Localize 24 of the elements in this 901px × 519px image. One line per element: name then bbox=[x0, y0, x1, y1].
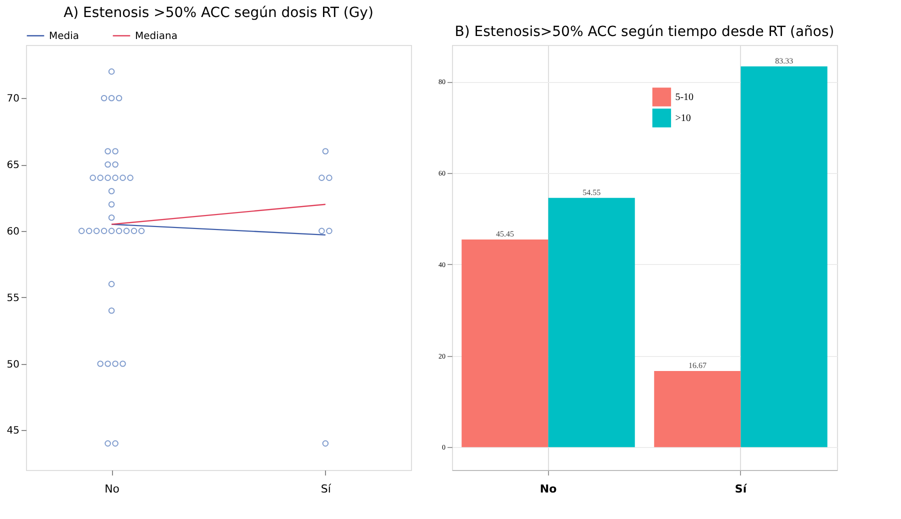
y-tick-label: 55 bbox=[6, 292, 20, 304]
y-tick-label: 50 bbox=[6, 359, 20, 370]
bar bbox=[740, 66, 828, 448]
legend-label: >10 bbox=[675, 113, 691, 124]
chart-title: B) Estenosis>50% ACC según tiempo desde RT (años) bbox=[454, 24, 834, 40]
legend-label: 5-10 bbox=[675, 92, 694, 103]
chart-title: A) Estenosis >50% ACC según dosis RT (Gy) bbox=[64, 5, 374, 21]
legend-label: Mediana bbox=[135, 30, 178, 42]
x-tick-label: Sí bbox=[320, 482, 332, 496]
data-label: 54.55 bbox=[582, 188, 601, 197]
y-tick-label: 70 bbox=[6, 94, 20, 105]
legend-label: Media bbox=[49, 30, 80, 42]
x-tick-label: No bbox=[540, 482, 558, 496]
data-label: 45.45 bbox=[496, 229, 514, 238]
x-tick-label: No bbox=[104, 482, 120, 496]
data-label: 16.67 bbox=[688, 360, 706, 370]
y-tick-label: 45 bbox=[6, 426, 20, 437]
x-tick-label: Sí bbox=[734, 482, 748, 496]
bar bbox=[462, 239, 548, 448]
data-label: 83.33 bbox=[775, 56, 794, 66]
y-tick-label: 65 bbox=[6, 160, 20, 172]
bar bbox=[654, 370, 741, 448]
bar bbox=[548, 198, 635, 448]
y-tick-label: 60 bbox=[6, 226, 20, 238]
